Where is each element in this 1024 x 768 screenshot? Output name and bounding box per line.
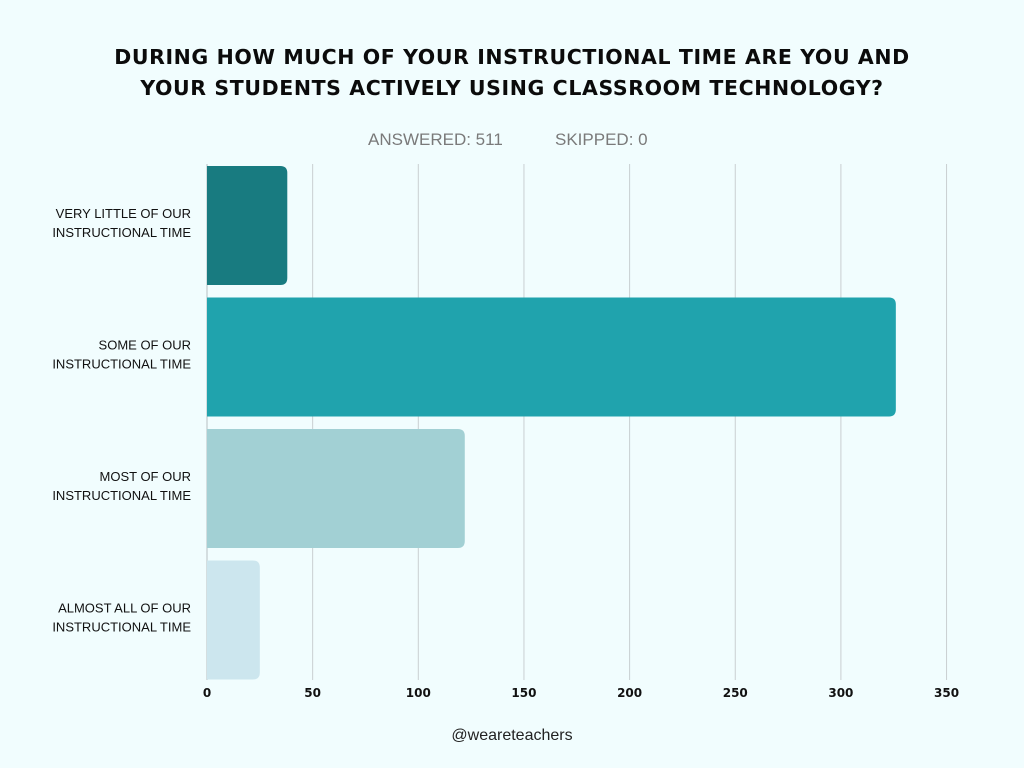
category-label-1-line-1: VERY LITTLE OF OUR <box>56 206 191 221</box>
answered-count: ANSWERED: 511 <box>368 130 503 149</box>
x-tick-label-150: 150 <box>511 686 536 700</box>
x-tick-label-350: 350 <box>934 686 959 700</box>
x-tick-label-100: 100 <box>406 686 431 700</box>
footer-handle: @weareteachers <box>451 727 573 744</box>
x-tick-label-200: 200 <box>617 686 642 700</box>
bar-4 <box>207 560 260 680</box>
chart-title-line-1: DURING HOW MUCH OF YOUR INSTRUCTIONAL TI… <box>114 45 910 69</box>
chart-title: DURING HOW MUCH OF YOUR INSTRUCTIONAL TI… <box>0 42 1024 104</box>
category-label-1-line-2: INSTRUCTIONAL TIME <box>52 225 191 240</box>
bar-1 <box>207 166 288 285</box>
category-label-3-line-2: INSTRUCTIONAL TIME <box>52 488 191 503</box>
x-tick-label-250: 250 <box>723 686 748 700</box>
category-label-3-line-1: MOST OF OUR <box>100 469 191 484</box>
chart-title-line-2: YOUR STUDENTS ACTIVELY USING CLASSROOM T… <box>140 76 884 100</box>
category-label-4-line-1: ALMOST ALL OF OUR <box>58 601 191 616</box>
x-tick-label-300: 300 <box>828 686 853 700</box>
category-label-2-line-1: SOME OF OUR <box>99 338 191 353</box>
bar-2 <box>207 297 896 417</box>
skipped-count: SKIPPED: 0 <box>555 130 648 149</box>
bar-3 <box>207 429 465 548</box>
x-tick-label-50: 50 <box>304 686 321 700</box>
category-label-2-line-2: INSTRUCTIONAL TIME <box>52 357 191 372</box>
response-stats: ANSWERED: 511 SKIPPED: 0 <box>0 130 1024 152</box>
x-tick-label-0: 0 <box>203 686 211 700</box>
category-label-4-line-2: INSTRUCTIONAL TIME <box>52 620 191 635</box>
